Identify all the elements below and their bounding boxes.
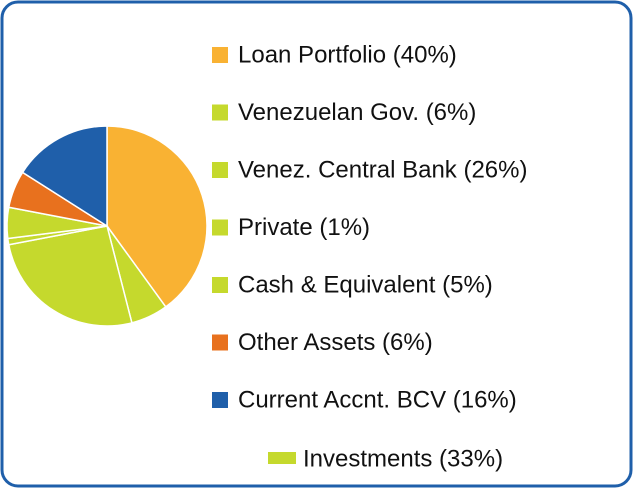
legend-swatch <box>268 452 296 464</box>
legend-label: Current Accnt. BCV (16%) <box>238 386 517 413</box>
pie-slice <box>21 125 108 228</box>
legend-label: Venez. Central Bank (26%) <box>238 156 528 183</box>
pie-slice <box>106 125 208 308</box>
legend-swatch <box>212 47 228 63</box>
legend-swatch <box>212 162 228 178</box>
legend-label: Private (1%) <box>238 214 370 241</box>
legend-label: Investments (33%) <box>303 445 503 472</box>
legend-label: Other Assets (6%) <box>238 329 433 356</box>
legend-swatch <box>212 104 228 121</box>
legend-swatch <box>212 219 228 236</box>
legend-label: Cash & Equivalent (5%) <box>238 271 493 298</box>
legend-label: Loan Portfolio (40%) <box>238 41 457 68</box>
legend-swatch <box>212 277 228 293</box>
legend-swatch <box>212 392 228 408</box>
legend-swatch <box>212 334 228 351</box>
pie-slice <box>7 225 133 327</box>
legend-label: Venezuelan Gov. (6%) <box>238 99 476 126</box>
